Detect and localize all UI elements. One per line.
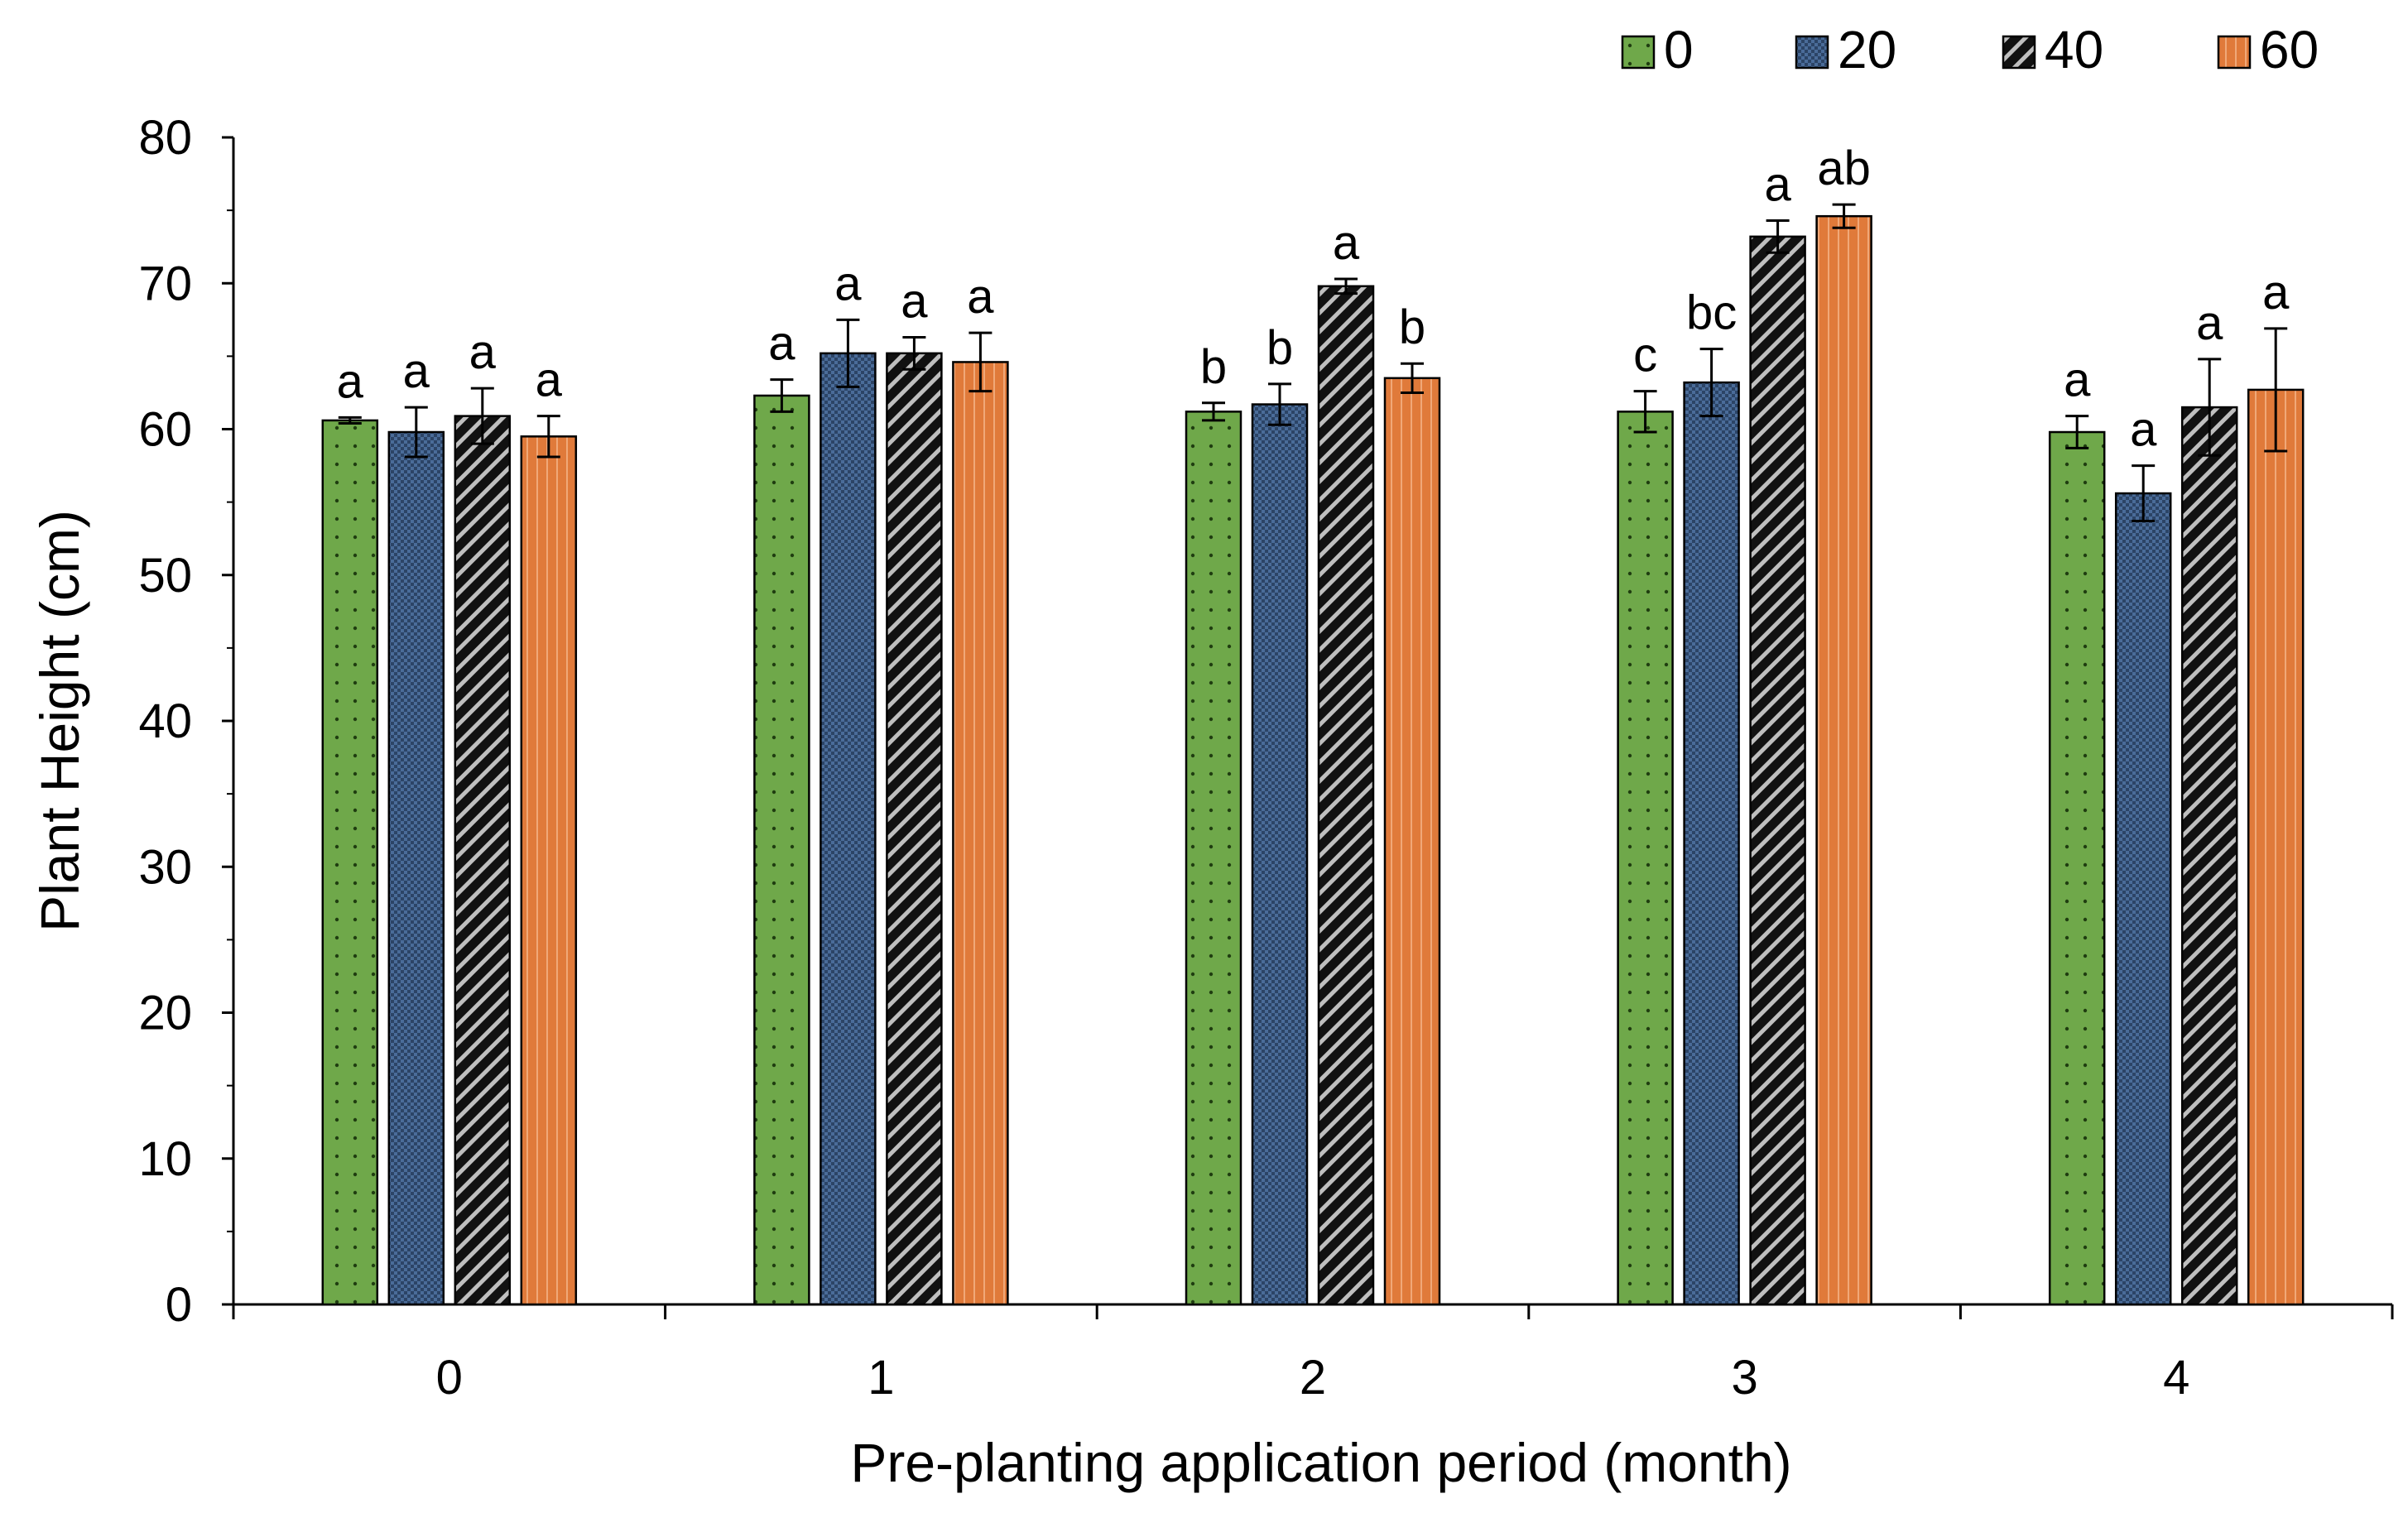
bar-group: a (2114, 403, 2172, 1306)
legend-swatch (1621, 35, 1656, 70)
significance-label: a (2130, 403, 2157, 457)
bar (1317, 285, 1375, 1306)
y-tick-label: 50 (138, 549, 192, 603)
significance-label: a (834, 257, 862, 310)
bar (1383, 377, 1441, 1306)
y-tick-label: 30 (138, 840, 192, 894)
bar (753, 394, 810, 1306)
bar-group: a (454, 325, 512, 1306)
bar-group: a (886, 274, 943, 1306)
bar (819, 352, 877, 1306)
bar (1749, 235, 1806, 1306)
bar (2180, 406, 2238, 1306)
legend-swatch (2217, 35, 2252, 70)
y-tick-label: 70 (138, 257, 192, 310)
bar (1185, 411, 1242, 1306)
bar-group: a (952, 270, 1009, 1306)
bar (952, 361, 1009, 1306)
significance-label: a (1764, 157, 1791, 211)
significance-label: a (901, 274, 928, 328)
significance-label: a (768, 317, 795, 371)
bar (1815, 214, 1872, 1306)
bar (1617, 411, 1674, 1306)
bar-group: a (321, 354, 379, 1306)
significance-label: b (1266, 321, 1293, 375)
bar-group: a (2180, 296, 2238, 1306)
significance-label: b (1399, 300, 1425, 354)
x-axis-title: Pre-planting application period (month) (850, 1432, 1791, 1493)
significance-label: a (2262, 266, 2290, 319)
y-tick-label: 60 (138, 403, 192, 457)
bar-group: a (520, 353, 578, 1306)
significance-label: a (536, 353, 563, 407)
bar (2247, 388, 2305, 1306)
bar-group: c (1617, 329, 1674, 1306)
y-tick-label: 80 (138, 111, 192, 165)
x-tick-label: 1 (868, 1351, 894, 1405)
significance-label: bc (1686, 286, 1737, 340)
significance-label: b (1200, 340, 1227, 394)
bar (321, 419, 379, 1306)
y-tick-label: 0 (166, 1278, 192, 1332)
bar (2048, 430, 2106, 1306)
y-tick-label: 10 (138, 1132, 192, 1186)
bar (1683, 381, 1740, 1306)
x-tick-label: 2 (1300, 1351, 1326, 1405)
bar-group: a (2048, 353, 2106, 1306)
bar (520, 435, 578, 1306)
significance-label: a (2196, 296, 2223, 350)
x-tick-label: 3 (1731, 1351, 1757, 1405)
legend: 0 20 40 60 (1621, 20, 2319, 79)
significance-label: a (2064, 353, 2091, 407)
x-tick-label: 4 (2163, 1351, 2189, 1405)
bar (2114, 492, 2172, 1306)
significance-label: a (337, 354, 364, 408)
bar-group: a (1749, 157, 1806, 1306)
bar-group: a (2247, 266, 2305, 1306)
bar (454, 415, 512, 1306)
legend-swatch (1795, 35, 1829, 70)
significance-label: a (469, 325, 497, 379)
bar (1251, 403, 1309, 1306)
bar-group: b (1383, 300, 1441, 1306)
axes-group: 0 10 20 30 40 50 60 70 80 0 1 2 3 4 (138, 111, 2394, 1405)
significance-label: c (1633, 329, 1657, 382)
significance-label: a (967, 270, 994, 324)
significance-label: ab (1817, 142, 1871, 195)
legend-label: 40 (2045, 20, 2103, 79)
y-axis-title: Plant Height (cm) (29, 510, 90, 932)
bar-group: b (1251, 321, 1309, 1306)
x-tick-label: 0 (436, 1351, 463, 1405)
legend-swatch (2002, 35, 2036, 70)
bar (387, 430, 445, 1306)
bar-group: ab (1815, 142, 1872, 1306)
bar-group: a (753, 317, 810, 1306)
legend-label: 20 (1838, 20, 1896, 79)
bar-group: a (1317, 216, 1375, 1306)
y-tick-label: 40 (138, 694, 192, 748)
y-tick-label: 20 (138, 987, 192, 1040)
bar-group: a (819, 257, 877, 1306)
bar-group: bc (1683, 286, 1740, 1306)
legend-label: 60 (2260, 20, 2319, 79)
bar-group: b (1185, 340, 1242, 1306)
bar (886, 352, 943, 1306)
bar-group: a (387, 344, 445, 1306)
significance-label: a (403, 344, 430, 398)
legend-label: 0 (1664, 20, 1694, 79)
significance-label: a (1333, 216, 1360, 270)
